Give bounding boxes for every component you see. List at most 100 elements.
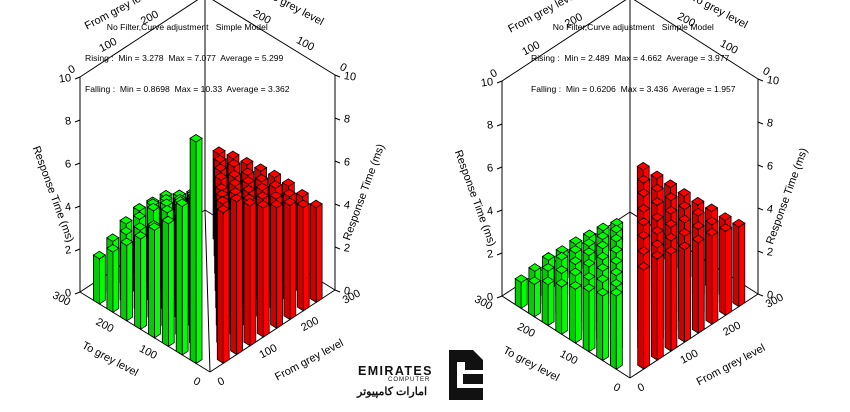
bar-top bbox=[677, 201, 692, 210]
bar-top bbox=[226, 150, 240, 160]
bar-top bbox=[582, 247, 596, 257]
z-tick bbox=[74, 205, 81, 209]
bar-top bbox=[541, 276, 555, 286]
logo-persian: امارات کامپیوتر bbox=[357, 386, 428, 398]
rising-bar bbox=[650, 250, 665, 361]
z-tick-label: 2 bbox=[766, 246, 774, 259]
rising-bar bbox=[283, 197, 297, 321]
bar-top bbox=[119, 237, 134, 247]
bar-top bbox=[650, 212, 665, 222]
bar-face bbox=[664, 249, 672, 352]
x-axis-label: To grey level bbox=[501, 344, 561, 384]
z-tick-label: 6 bbox=[343, 156, 351, 169]
to-tick-label: 200 bbox=[299, 315, 321, 334]
bar-top bbox=[595, 240, 610, 250]
bar-face bbox=[249, 201, 257, 347]
bar-top bbox=[555, 265, 569, 275]
bar-top bbox=[146, 202, 161, 212]
bar-top bbox=[595, 231, 610, 241]
z-tick-label: 2 bbox=[64, 244, 72, 257]
bar-face bbox=[656, 254, 664, 361]
z-tick bbox=[757, 250, 764, 254]
bar-face bbox=[243, 201, 251, 347]
bar-top bbox=[214, 183, 229, 192]
bar-face bbox=[309, 203, 317, 304]
bar-face bbox=[615, 291, 623, 371]
bar-top bbox=[595, 263, 610, 272]
bar-top bbox=[664, 219, 678, 229]
bar-top bbox=[160, 204, 174, 214]
bar-top bbox=[541, 252, 556, 261]
bar-face bbox=[154, 225, 161, 339]
bar-face bbox=[602, 291, 610, 362]
logo-mark-icon bbox=[449, 350, 483, 400]
bar-top bbox=[159, 198, 174, 207]
bar-top bbox=[718, 223, 733, 232]
bar-top bbox=[309, 199, 323, 209]
bar-top bbox=[732, 218, 746, 228]
bar-face bbox=[167, 219, 175, 348]
bar-top bbox=[240, 157, 254, 166]
bar-top bbox=[650, 197, 665, 206]
bar-top bbox=[677, 214, 692, 224]
bar-top bbox=[227, 169, 242, 179]
z-tick bbox=[74, 248, 81, 252]
bar-face bbox=[289, 200, 297, 321]
bar-top bbox=[133, 222, 147, 231]
bar-face bbox=[161, 219, 169, 348]
bar-top bbox=[216, 204, 230, 214]
bar-top bbox=[253, 163, 268, 172]
bar-face bbox=[582, 286, 590, 353]
bar-top bbox=[568, 281, 583, 290]
bar-face bbox=[189, 137, 197, 365]
falling-bar bbox=[161, 215, 175, 348]
bar-top bbox=[296, 199, 310, 209]
bar-face bbox=[112, 247, 120, 314]
bar-face bbox=[643, 265, 651, 370]
top-right-axis-label: To grey level bbox=[265, 0, 325, 28]
bar-face bbox=[561, 282, 569, 336]
bar-top bbox=[189, 134, 203, 143]
falling-bar bbox=[119, 237, 134, 322]
bar-face bbox=[148, 225, 155, 339]
bar-top bbox=[283, 197, 297, 207]
frame-edge bbox=[212, 0, 336, 76]
bar-top bbox=[227, 159, 241, 168]
top-tick-label: 200 bbox=[251, 8, 273, 27]
falling-bar bbox=[595, 287, 610, 362]
bar-top bbox=[568, 256, 583, 266]
top-tick-label: 100 bbox=[97, 36, 119, 55]
bar-top bbox=[119, 226, 133, 236]
falling-bar bbox=[92, 250, 107, 305]
falling-bar bbox=[568, 281, 583, 344]
z-tick bbox=[757, 121, 764, 125]
rising-bar bbox=[664, 246, 678, 352]
z-tick-label: 0 bbox=[766, 289, 774, 302]
bar-top bbox=[582, 272, 596, 281]
bar-top bbox=[636, 230, 651, 240]
bar-top bbox=[146, 198, 160, 207]
z-tick bbox=[496, 80, 503, 84]
bar-top bbox=[595, 287, 610, 297]
z-tick bbox=[496, 166, 503, 170]
bar-top bbox=[213, 163, 228, 172]
y-axis-label: From grey level bbox=[273, 337, 346, 383]
stats-block: No Filter,Curve adjustment Simple Model … bbox=[531, 2, 736, 114]
bar-top bbox=[255, 191, 270, 200]
bar-top bbox=[106, 233, 120, 242]
rising-bar bbox=[309, 199, 323, 304]
bar-top bbox=[650, 250, 665, 260]
bar-top bbox=[555, 245, 569, 254]
bar-top bbox=[664, 205, 678, 215]
bar-face bbox=[719, 226, 727, 317]
chart-panel-left: No Filter,Curve adjustment Simple Model … bbox=[30, 0, 387, 389]
to-tick-label: 200 bbox=[721, 319, 743, 338]
bar-top bbox=[609, 233, 624, 243]
frame-edge bbox=[501, 295, 631, 379]
falling-bar bbox=[147, 222, 162, 339]
falling-stats: Falling : Min = 0.8698 Max = 10.33 Avera… bbox=[85, 83, 290, 94]
bar-top bbox=[555, 251, 569, 261]
z-tick-label: 10 bbox=[58, 72, 72, 86]
chart-title: No Filter,Curve adjustment Simple Model bbox=[552, 22, 714, 33]
